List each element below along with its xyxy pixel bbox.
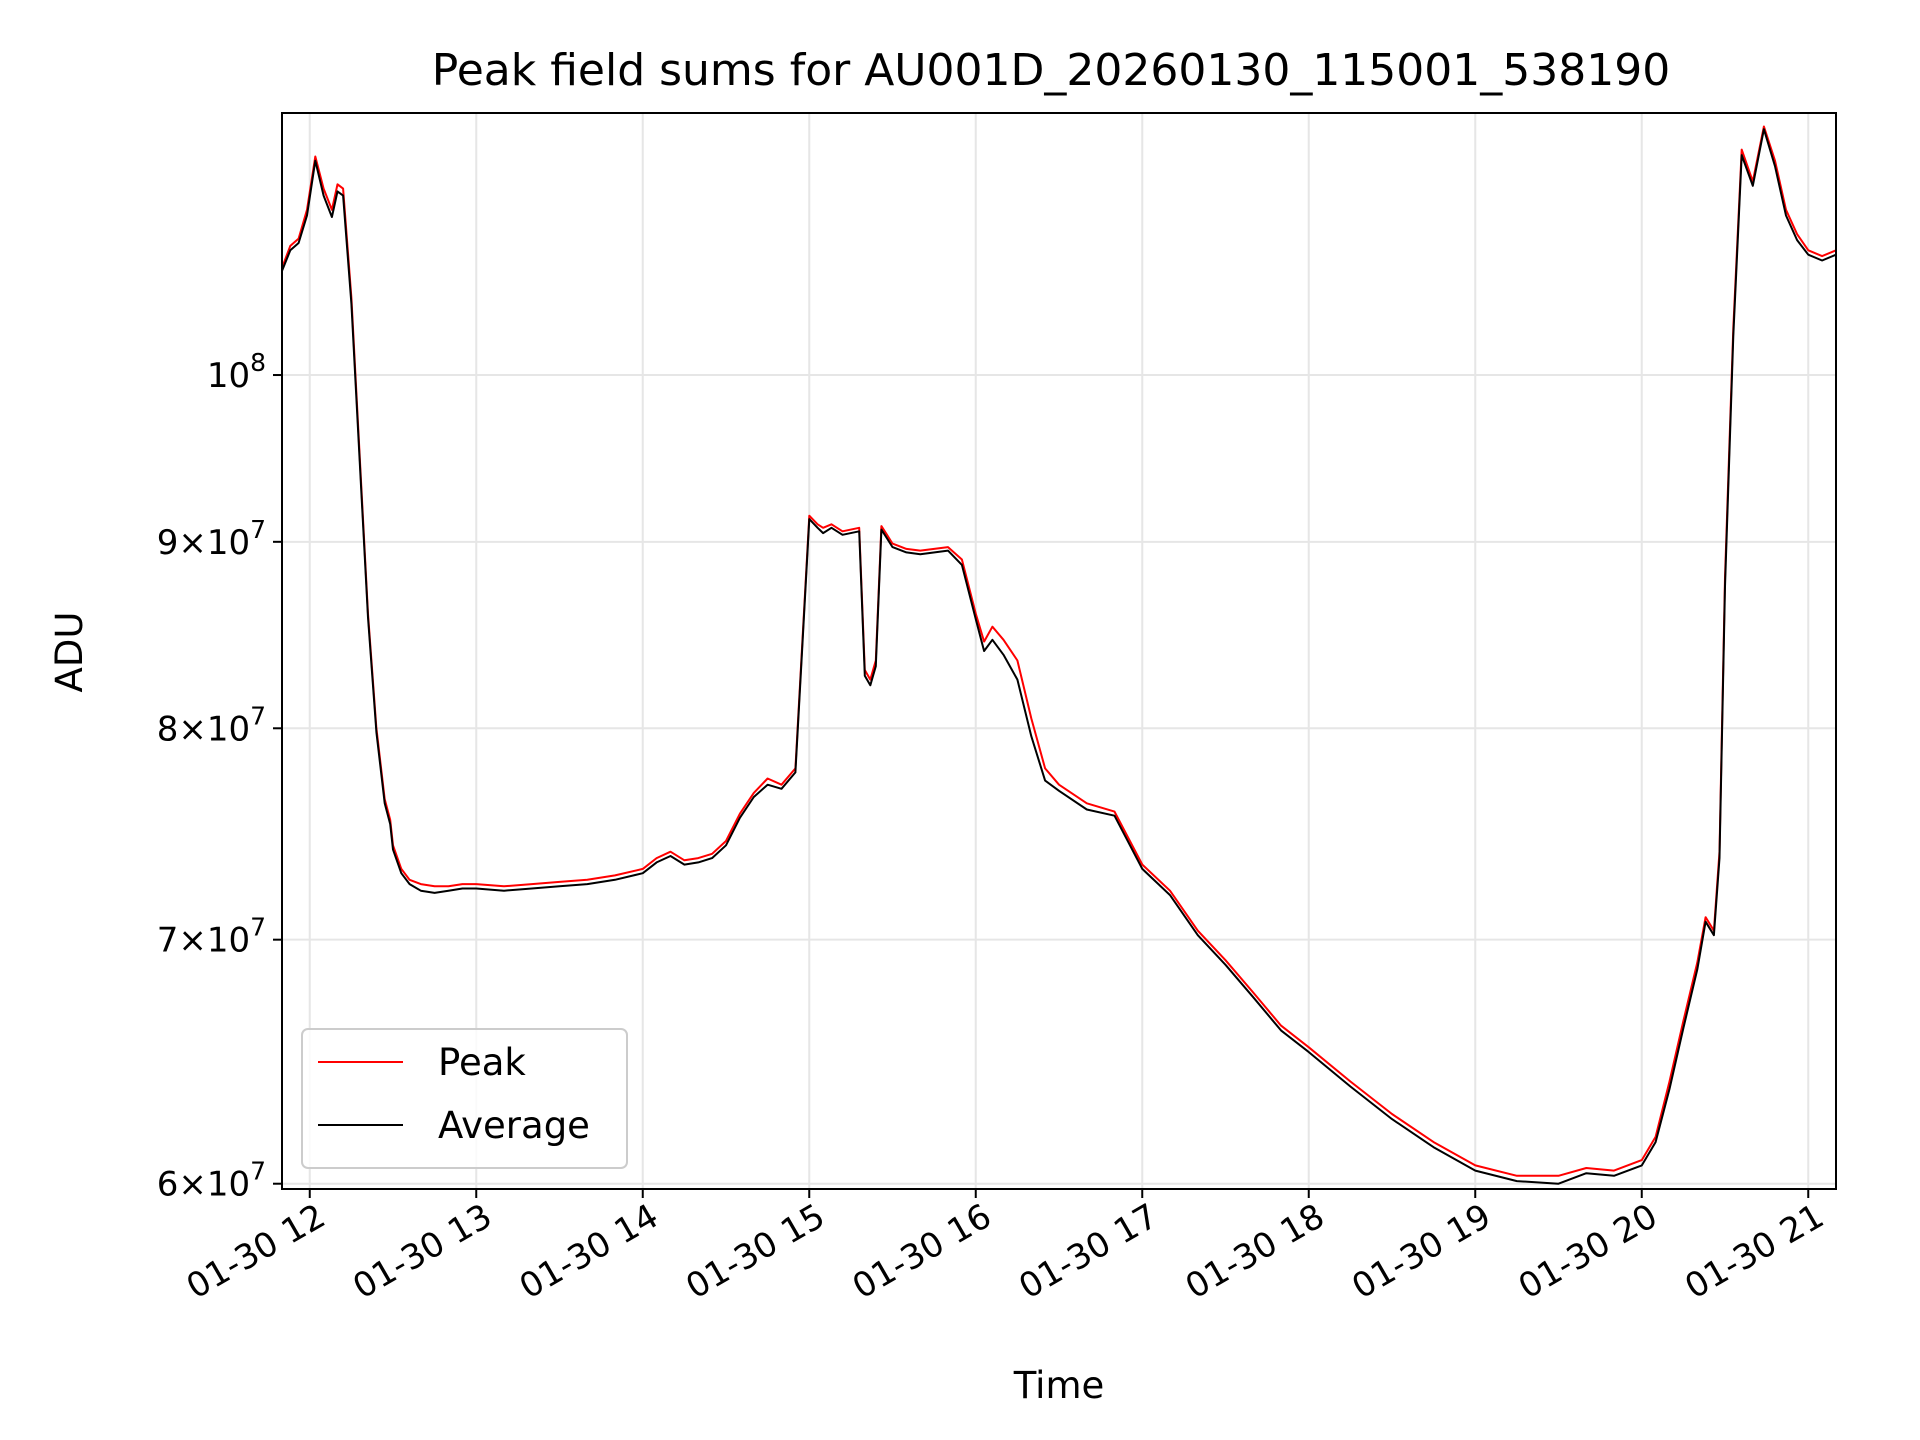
y-tick-exponent: 7 [250, 1157, 266, 1186]
series-layer [281, 125, 1837, 1185]
y-tick-label: 9×107 [157, 515, 266, 563]
y-tick-base: 9×10 [157, 523, 250, 563]
x-axis-label: Time [1013, 1364, 1105, 1407]
y-tick-base: 7×10 [157, 921, 250, 961]
y-axis-label: ADU [48, 612, 91, 693]
grid [282, 113, 1836, 1189]
legend-label-peak: Peak [438, 1041, 526, 1084]
y-tick-label: 8×107 [157, 701, 266, 749]
y-tick-base: 6×10 [157, 1165, 250, 1205]
chart-title: Peak field sums for AU001D_20260130_1150… [432, 45, 1671, 96]
series-line-peak [281, 125, 1837, 1177]
y-tick-exponent: 7 [250, 515, 266, 544]
y-tick-exponent: 7 [250, 701, 266, 730]
y-tick-exponent: 7 [250, 913, 266, 942]
plot-frame [281, 112, 1837, 1190]
y-tick-label: 6×107 [157, 1157, 266, 1205]
legend-box [301, 1028, 628, 1169]
y-tick-base: 10 [207, 356, 250, 396]
y-tick-label: 108 [207, 348, 266, 396]
series-line-average [281, 128, 1837, 1185]
legend-label-average: Average [438, 1104, 590, 1147]
y-tick-label: 7×107 [157, 913, 266, 961]
y-tick-exponent: 8 [250, 348, 266, 377]
legend: Peak Average [301, 1028, 628, 1169]
y-tick-base: 8×10 [157, 709, 250, 749]
